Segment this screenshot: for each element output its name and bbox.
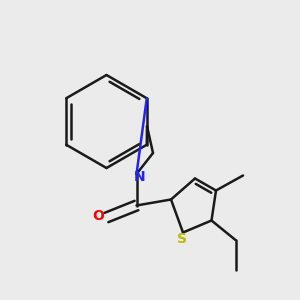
Text: N: N: [134, 170, 145, 184]
Text: S: S: [176, 232, 187, 246]
Text: O: O: [92, 209, 104, 223]
